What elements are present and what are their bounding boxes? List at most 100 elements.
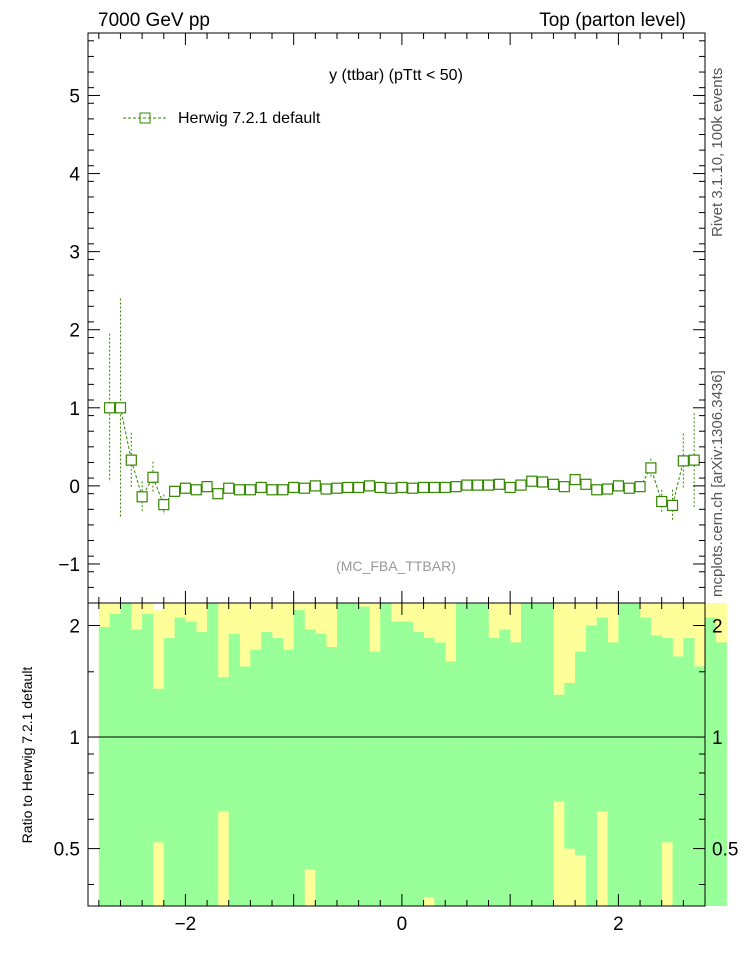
header-right-label: Top (parton level) (539, 10, 686, 31)
ratio-inner-band-bin (369, 651, 381, 906)
ratio-inner-band-bin (228, 633, 240, 906)
data-point-marker (645, 462, 657, 474)
data-point-marker (212, 488, 224, 500)
data-point-marker (223, 482, 235, 494)
ratio-inner-band-bin (131, 629, 143, 906)
main-y-tick-label: 4 (69, 165, 80, 186)
ratio-y-axis-label: Ratio to Herwig 7.2.1 default (19, 667, 35, 844)
data-point-marker (288, 481, 300, 494)
data-point-marker (504, 481, 516, 494)
ratio-inner-band-bin (510, 642, 522, 906)
ratio-inner-band-bin (185, 621, 197, 906)
ratio-inner-band-bin (520, 603, 533, 906)
ratio-inner-band-bin (434, 642, 446, 906)
data-point-marker (558, 481, 570, 493)
data-point-marker (601, 483, 614, 495)
main-plot-panel: −1 0 1 2 3 4 5 y (ttbar) (pTtt < 50) (MC_FBA_T… (58, 32, 706, 604)
data-point-marker (515, 479, 527, 491)
main-y-tick-label: 1 (69, 399, 80, 420)
legend: Herwig 7.2.1 default (123, 110, 321, 127)
ratio-inner-band-bin (98, 627, 110, 906)
ratio-inner-band-bin (174, 617, 186, 906)
data-point-marker (547, 478, 560, 490)
data-point-marker (634, 481, 646, 493)
ratio-inner-band-bin (239, 666, 251, 906)
data-point-marker (612, 480, 625, 492)
data-point-marker (309, 480, 321, 492)
data-point-marker (244, 484, 256, 496)
main-y-tick-label: 0 (69, 477, 80, 498)
ratio-inner-band-bin (250, 649, 262, 906)
ratio-inner-band-bin (661, 638, 673, 843)
ratio-inner-band-bin (596, 617, 608, 812)
ratio-y-tick-label-right: 1 (712, 728, 723, 749)
data-point-marker (179, 482, 192, 494)
ratio-inner-band-bin (261, 632, 273, 906)
main-data-layer (104, 298, 700, 522)
ratio-y-tick-label: 2 (69, 616, 80, 637)
rivet-version-label: Rivet 3.1.10, 100k events (709, 68, 726, 237)
data-point-marker (277, 484, 289, 496)
ratio-x-tick-label: −2 (175, 914, 197, 935)
ratio-inner-band-bin (445, 661, 457, 906)
ratio-y-tick-label-right: 2 (712, 616, 723, 637)
data-point-marker (591, 484, 603, 496)
main-y-tick-label: −1 (58, 555, 80, 576)
data-point-marker (125, 454, 137, 466)
data-point-marker (482, 479, 495, 491)
header-left-label: 7000 GeV pp (98, 10, 210, 31)
data-point-marker (255, 481, 267, 494)
ratio-y-tick-label: 0.5 (54, 840, 80, 861)
ratio-inner-band-bin (423, 638, 435, 898)
mcplots-label: mcplots.cern.ch [arXiv:1306.3436] (709, 370, 726, 597)
data-point-marker (374, 481, 386, 494)
data-point-marker (104, 402, 116, 414)
data-point-marker (677, 455, 689, 467)
legend-series-label: Herwig 7.2.1 default (178, 110, 321, 127)
ratio-inner-band-bin (412, 632, 424, 906)
data-point-marker (417, 481, 430, 494)
data-point-marker (688, 454, 700, 466)
data-point-marker (656, 495, 668, 508)
data-point-marker (331, 482, 343, 494)
ratio-inner-band-bin (207, 603, 219, 906)
ratio-inner-band-bin (564, 682, 576, 849)
data-point-marker (158, 499, 170, 511)
ratio-band-layer (88, 603, 727, 906)
ratio-inner-band-bin (618, 603, 630, 906)
ratio-inner-band-bin (683, 638, 695, 906)
ratio-inner-band-bin (380, 603, 392, 906)
ratio-inner-band-bin (477, 603, 489, 906)
ratio-inner-band-bin (358, 606, 370, 906)
ratio-axis-ticks: 0.5 0.5 1 1 2 2 −2 0 2 (54, 603, 738, 935)
ratio-inner-band-bin (542, 603, 554, 906)
ratio-inner-band-bin (304, 629, 316, 870)
ratio-inner-band-bin (488, 638, 500, 906)
data-point-marker (428, 481, 440, 494)
ratio-inner-band-bin (196, 632, 208, 906)
data-point-marker (439, 481, 451, 494)
data-point-marker (526, 475, 538, 487)
ratio-inner-band-bin (607, 642, 619, 906)
data-point-marker (147, 471, 159, 483)
ratio-inner-band-bin (163, 638, 175, 906)
data-point-marker (407, 482, 419, 494)
data-point-marker (342, 481, 354, 494)
ratio-inner-band-bin (705, 617, 717, 906)
ratio-inner-band-bin (672, 656, 684, 906)
data-point-marker (136, 491, 148, 503)
ratio-inner-band-bin (217, 677, 230, 812)
data-point-marker (450, 481, 462, 493)
data-point-marker (266, 484, 278, 496)
ratio-inner-band-bin (347, 603, 359, 906)
data-point-marker (168, 485, 181, 497)
main-axis-ticks: −1 0 1 2 3 4 5 (58, 33, 706, 604)
ratio-inner-band-bin (499, 629, 511, 906)
ratio-inner-band-bin (575, 651, 587, 856)
data-point-marker (396, 481, 408, 494)
main-plot-title: y (ttbar) (pTtt < 50) (329, 67, 463, 84)
ratio-inner-band-bin (272, 638, 284, 906)
analysis-watermark: (MC_FBA_TTBAR) (336, 558, 456, 574)
data-point-marker (569, 474, 581, 486)
